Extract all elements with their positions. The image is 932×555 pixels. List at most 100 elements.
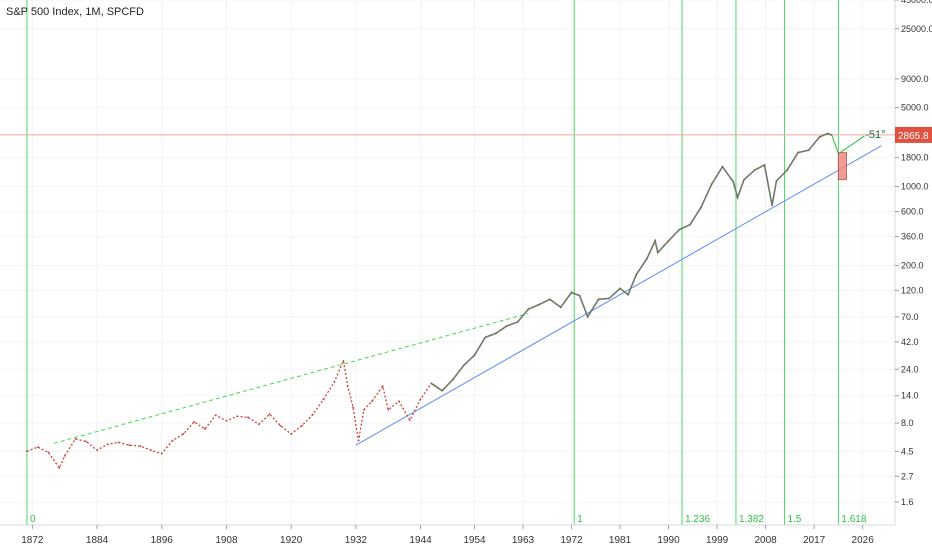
price-point [451,378,454,381]
price-point [441,389,444,392]
price-point [342,359,345,362]
price-point [462,364,465,367]
price-point [85,440,88,443]
target-box [837,152,847,181]
price-point [430,382,433,385]
y-tick-label: 360.0 [901,232,924,242]
x-tick-label: 2008 [754,535,777,546]
price-point [128,444,131,447]
price-point [732,180,735,183]
price-point [700,206,702,209]
y-tick-label: 600.0 [901,207,924,217]
price-point [381,385,384,388]
x-tick-label: 1872 [21,535,44,546]
price-point [96,449,98,452]
price-point [586,315,589,318]
y-tick-label: 5000.0 [901,103,929,113]
price-point [387,408,390,411]
price-point [578,294,581,297]
x-tick-label: 2017 [803,535,826,546]
price-point [807,149,810,152]
price-point [203,428,206,430]
price-point [398,400,400,403]
price-point [619,287,621,290]
fib-label: 1.382 [739,514,764,525]
fib-label: 0 [30,514,36,525]
y-tick-label: 25000.0 [901,24,932,34]
price-point [736,196,739,199]
price-point [346,385,349,388]
price-point [47,451,50,454]
price-point [689,223,692,226]
fib-time-zones [26,0,839,525]
price-point [654,239,656,242]
price-point [786,169,789,171]
projection-drawing: -51° [830,129,886,181]
price-point [26,450,28,453]
y-tick-label: 1000.0 [901,182,929,192]
x-tick-label: 1908 [215,535,238,546]
price-line-early [26,358,432,470]
price-point [352,406,355,409]
x-tick-label: 1920 [280,535,303,546]
price-point [627,293,630,296]
price-point [408,419,411,422]
x-tick-label: 1963 [512,535,535,546]
price-point [182,433,185,435]
price-point [225,419,228,422]
price-point [559,306,562,309]
y-tick-label: 1.6 [901,497,914,507]
price-point [257,423,260,426]
price-point [495,332,497,335]
support-trendline [355,145,882,446]
price-point [333,381,336,383]
price-point [771,204,773,207]
price-point [419,398,422,401]
price-point [527,308,530,310]
price-point [279,424,282,427]
fib-labels: 0 1 1.236 1.382 1.5 1.618 [30,514,867,525]
y-tick-label: 24.0 [901,364,919,374]
grid [0,0,895,525]
last-price-label: 2865.8 [898,131,929,142]
price-point [721,165,724,168]
y-tick-label: 14.0 [901,391,919,401]
y-tick-label: 70.0 [901,312,919,322]
y-tick-label: 2.7 [901,471,914,481]
x-tick-label: 1884 [86,535,109,546]
price-point [646,257,648,260]
y-tick-label: 9000.0 [901,74,929,84]
price-point [106,443,109,446]
price-point [797,151,799,154]
x-tick-label: 1999 [706,535,729,546]
price-point [36,446,39,449]
price-point [678,228,681,231]
price-point [549,298,551,301]
price-point [656,251,659,254]
y-tick-label: 1800.0 [901,153,929,163]
x-tick-label: 1944 [409,535,432,546]
price-point [247,416,249,419]
price-point [473,354,476,357]
price-point [322,398,325,401]
y-tick-label: 120.0 [901,285,924,295]
x-tick-label: 1896 [151,535,174,546]
projection-path [830,133,865,155]
price-point [667,239,670,242]
price-point [743,178,745,181]
y-tick-label: 42.0 [901,337,919,347]
price-point [597,298,600,301]
angle-label: -51° [865,129,885,141]
price-point [484,336,487,339]
last-price-badge [895,126,932,143]
price-point [171,439,174,442]
price-point [826,132,829,135]
price-point [160,452,163,455]
y-tick-label: 45000.0 [901,0,932,5]
price-point [635,273,638,276]
price-point [139,445,142,448]
x-tick-label: 1932 [345,535,368,546]
